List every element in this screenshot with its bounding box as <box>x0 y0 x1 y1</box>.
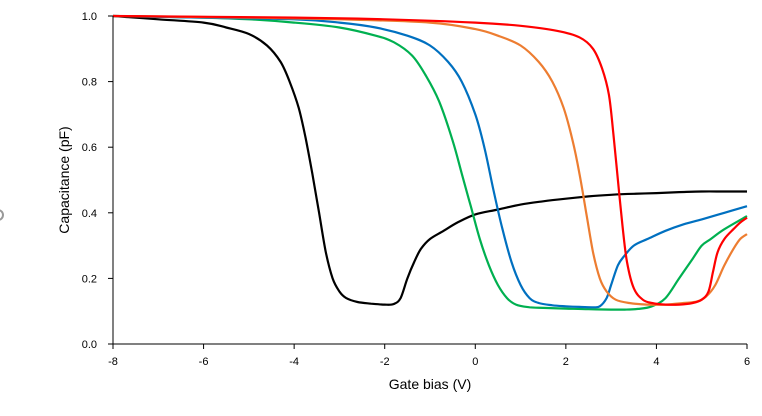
x-tick-label: 0 <box>472 356 478 368</box>
y-tick-label: 0.4 <box>82 208 97 220</box>
x-tick-label: -6 <box>199 356 209 368</box>
y-tick-label: 0.6 <box>82 142 97 154</box>
y-tick-label: 0.8 <box>82 77 97 89</box>
axes-layer <box>112 16 747 345</box>
series-layer <box>112 14 748 311</box>
series-line-1 <box>112 14 747 306</box>
series-line-3 <box>112 14 748 309</box>
x-tick-label: 4 <box>653 356 659 368</box>
y-axis-title: Capacitance (pF) <box>56 126 72 233</box>
series-line-2 <box>112 14 748 311</box>
y-tick-label: 1.0 <box>82 11 97 23</box>
series-line-4 <box>112 14 748 306</box>
x-tick-label: -4 <box>289 356 299 368</box>
tick-layer: -8 -6 -4 -2 0 2 4 6 0.0 0.2 0.4 0.6 0.8 1.0 <box>82 11 750 368</box>
x-tick-label: 6 <box>744 356 750 368</box>
x-tick-label: -2 <box>380 356 390 368</box>
x-tick-label: -8 <box>108 356 118 368</box>
cropped-marker-icon <box>0 209 4 221</box>
y-tick-label: 0.2 <box>82 273 97 285</box>
x-axis-title: Gate bias (V) <box>389 376 471 392</box>
y-tick-label: 0.0 <box>82 339 97 351</box>
x-tick-label: 2 <box>563 356 569 368</box>
series-line-5 <box>112 14 748 306</box>
